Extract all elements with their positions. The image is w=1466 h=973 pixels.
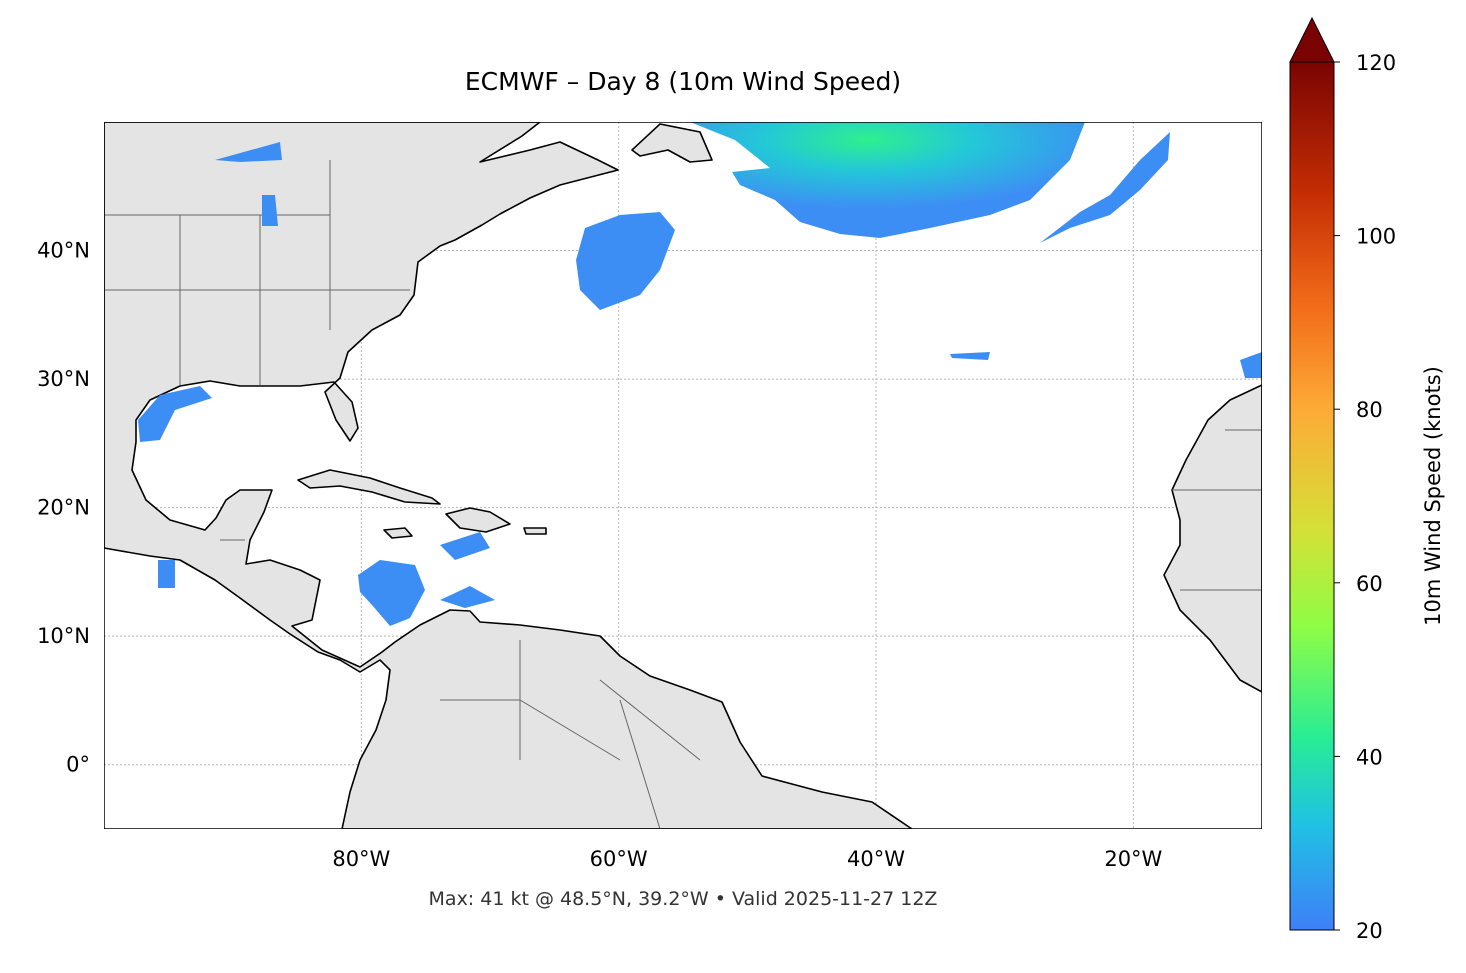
cuba: [297, 469, 441, 505]
y-tick-label: 20°N: [37, 496, 90, 520]
wind-field-north: [690, 122, 1085, 238]
y-tick-label: 10°N: [37, 624, 90, 648]
colorbar-tick-label: 20: [1356, 919, 1383, 943]
colorbar: [1289, 61, 1335, 931]
colorbar-tick-label: 120: [1356, 51, 1396, 75]
puerto-rico: [523, 527, 547, 535]
wind-field-mid: [576, 212, 675, 310]
x-tick-label: 60°W: [590, 847, 648, 871]
y-tick-label: 0°: [66, 753, 90, 777]
x-tick-label: 40°W: [847, 847, 905, 871]
colorbar-tick-label: 100: [1356, 225, 1396, 249]
colorbar-axis: 20 40 60 80 100 120: [1334, 51, 1396, 943]
hispaniola: [445, 507, 511, 533]
newfoundland: [631, 123, 713, 163]
wind-field-caribbean: [358, 560, 425, 626]
y-tick-label: 30°N: [37, 367, 90, 391]
colorbar-tick-label: 80: [1356, 398, 1383, 422]
africa: [1163, 384, 1262, 693]
north-america: [104, 122, 913, 829]
colorbar-tick-label: 60: [1356, 572, 1383, 596]
jamaica: [383, 527, 413, 539]
colorbar-label: 10m Wind Speed (knots): [1421, 366, 1445, 626]
x-tick-label: 80°W: [332, 847, 390, 871]
axes: 80°W 60°W 40°W 20°W 0° 10°N 20°N 30°N 40°N: [37, 239, 1162, 871]
map-area: [104, 122, 1262, 829]
borders: [104, 160, 1262, 829]
footer-note: Max: 41 kt @ 48.5°N, 39.2°W • Valid 2025…: [429, 888, 938, 910]
colorbar-tick-label: 40: [1356, 745, 1383, 769]
map-title: ECMWF – Day 8 (10m Wind Speed): [465, 67, 901, 96]
y-tick-label: 40°N: [37, 239, 90, 263]
colorbar-extend-arrow: [1289, 16, 1335, 63]
x-tick-label: 20°W: [1104, 847, 1162, 871]
wind-field-gulf: [138, 386, 212, 442]
